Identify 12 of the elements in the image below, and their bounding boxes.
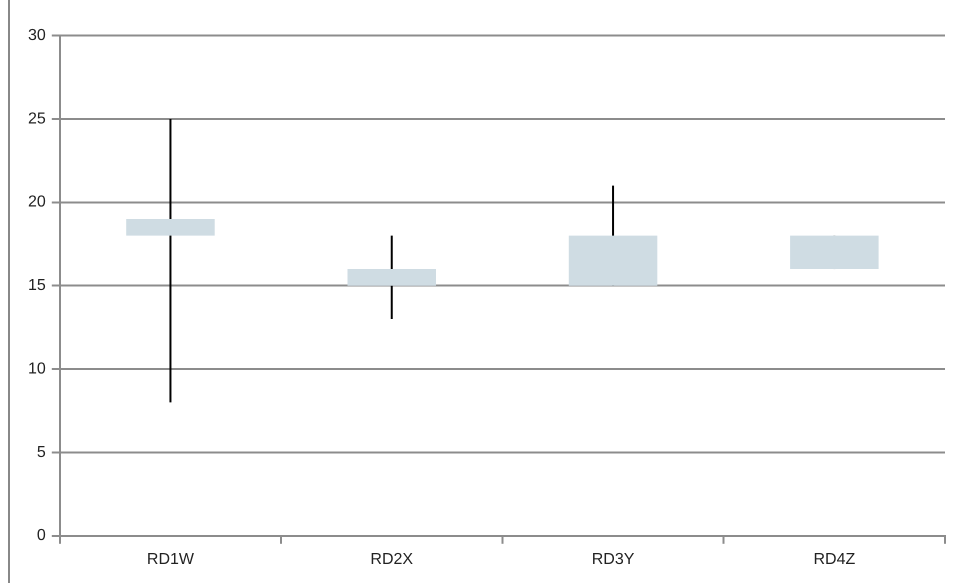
x-tick-label: RD3Y (592, 550, 635, 568)
candlestick (126, 118, 215, 404)
y-tick-label: 15 (28, 277, 46, 294)
y-tick-label: 20 (28, 194, 46, 211)
x-tick-label: RD4Z (813, 550, 856, 568)
x-tick-label: RD2X (370, 550, 414, 568)
x-tick-label: RD1W (146, 550, 195, 568)
y-tick-label: 5 (36, 444, 46, 461)
y-tick-label: 25 (28, 110, 46, 128)
y-tick-label: 30 (28, 27, 46, 44)
y-tick-label: 10 (28, 360, 46, 378)
y-tick-label: 0 (36, 527, 46, 544)
